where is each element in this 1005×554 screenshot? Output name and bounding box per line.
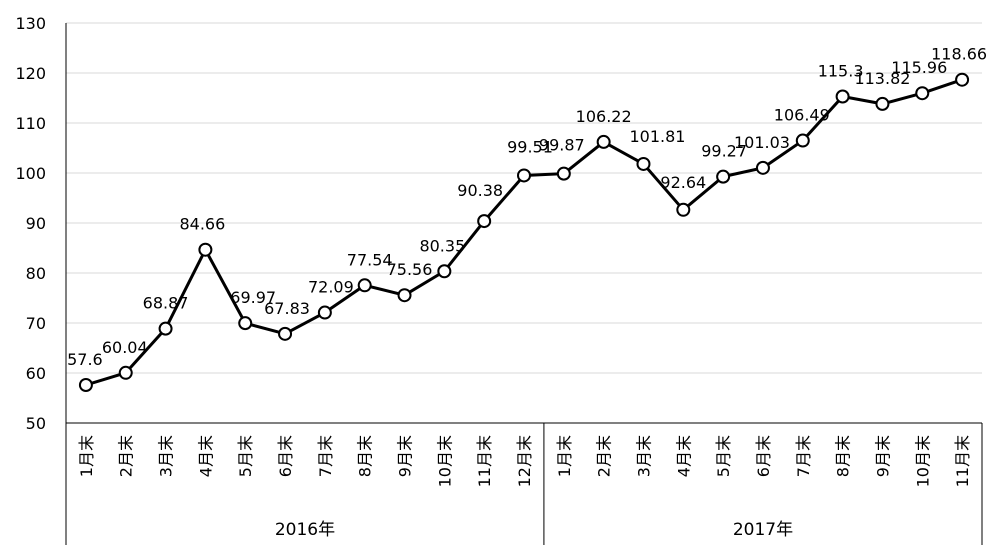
data-point — [596, 134, 611, 149]
data-point — [198, 242, 213, 257]
x-category-label: 6月末 — [276, 435, 295, 477]
data-point — [118, 365, 133, 380]
x-category-label: 3月末 — [157, 435, 176, 477]
y-tick-label: 130 — [15, 14, 46, 33]
data-label: 106.49 — [774, 106, 830, 125]
data-point — [955, 72, 970, 87]
x-category-label: 9月末 — [396, 435, 415, 477]
year-group-label: 2016年 — [275, 520, 335, 540]
data-label: 101.03 — [734, 133, 790, 152]
x-category-label: 3月末 — [634, 435, 653, 477]
data-label: 72.09 — [308, 278, 354, 297]
x-axis-year-groups: 2016年 2017年 — [275, 520, 793, 540]
data-label: 57.6 — [67, 350, 103, 369]
y-tick-label: 120 — [15, 64, 46, 83]
data-point — [437, 264, 452, 279]
data-label: 77.54 — [347, 250, 393, 269]
data-label: 92.64 — [660, 173, 706, 192]
data-point — [556, 166, 571, 181]
data-points — [78, 72, 970, 392]
data-point — [835, 89, 850, 104]
data-label: 75.56 — [387, 260, 433, 279]
data-label: 84.66 — [179, 215, 225, 234]
data-label: 118.66 — [931, 45, 987, 64]
data-label: 69.97 — [230, 288, 276, 307]
y-axis-tick-labels: 50 60 70 80 90 100 110 120 130 — [15, 14, 46, 433]
x-category-label: 1月末 — [77, 435, 96, 477]
x-category-label: 6月末 — [754, 435, 773, 477]
year-group-label: 2017年 — [733, 520, 793, 540]
x-category-label: 4月末 — [674, 435, 693, 477]
x-category-label: 7月末 — [316, 435, 335, 477]
data-point — [676, 202, 691, 217]
data-label: 60.04 — [102, 338, 148, 357]
x-category-label: 10月末 — [435, 435, 454, 487]
data-point — [238, 316, 253, 331]
data-point — [78, 378, 93, 392]
x-category-label: 4月末 — [196, 435, 215, 477]
data-point — [397, 288, 412, 303]
x-category-label: 12月末 — [515, 435, 534, 487]
data-label: 113.82 — [854, 69, 910, 88]
data-label: 80.35 — [419, 236, 465, 255]
y-tick-label: 70 — [26, 314, 46, 333]
y-tick-label: 110 — [15, 114, 46, 133]
y-tick-label: 100 — [15, 164, 46, 183]
data-point — [636, 156, 651, 171]
data-point — [716, 169, 731, 184]
data-point — [357, 278, 372, 293]
y-tick-label: 80 — [26, 264, 46, 283]
data-label: 67.83 — [264, 299, 310, 318]
x-category-label: 1月末 — [555, 435, 574, 477]
x-category-label: 11月末 — [475, 435, 494, 487]
data-point — [915, 86, 930, 101]
data-label: 115.3 — [818, 62, 864, 81]
data-point — [278, 326, 293, 341]
axes — [65, 23, 983, 545]
x-category-label: 11月末 — [953, 435, 972, 487]
data-label: 90.38 — [457, 181, 503, 200]
data-label: 68.87 — [143, 294, 189, 313]
y-tick-label: 60 — [26, 364, 46, 383]
data-point — [795, 133, 810, 148]
data-point — [517, 168, 531, 183]
data-label: 99.87 — [539, 136, 585, 155]
x-axis-category-labels: 1月末 2月末 3月末 4月末 5月末 6月末 7月末 8月末 9月末 10月末 11月末 12月末 1… — [77, 435, 972, 487]
x-category-label: 7月末 — [794, 435, 813, 477]
x-category-label: 8月末 — [356, 435, 375, 477]
data-label: 115.96 — [891, 58, 947, 77]
data-point — [875, 96, 890, 111]
x-category-label: 2月末 — [117, 435, 136, 477]
data-label: 101.81 — [629, 127, 685, 146]
x-category-label: 8月末 — [834, 435, 853, 477]
data-point — [158, 321, 173, 336]
data-label: 106.22 — [576, 107, 632, 126]
x-category-label: 9月末 — [873, 435, 892, 477]
y-tick-label: 90 — [26, 214, 46, 233]
x-category-label: 10月末 — [913, 435, 932, 487]
data-point — [477, 214, 492, 229]
data-point — [755, 160, 770, 175]
data-label: 99.51 — [507, 137, 553, 156]
x-category-label: 5月末 — [236, 435, 255, 477]
y-tick-label: 50 — [26, 414, 46, 433]
x-category-label: 2月末 — [595, 435, 614, 477]
data-label: 99.27 — [701, 142, 747, 161]
data-point — [317, 305, 332, 320]
x-category-label: 5月末 — [714, 435, 733, 477]
